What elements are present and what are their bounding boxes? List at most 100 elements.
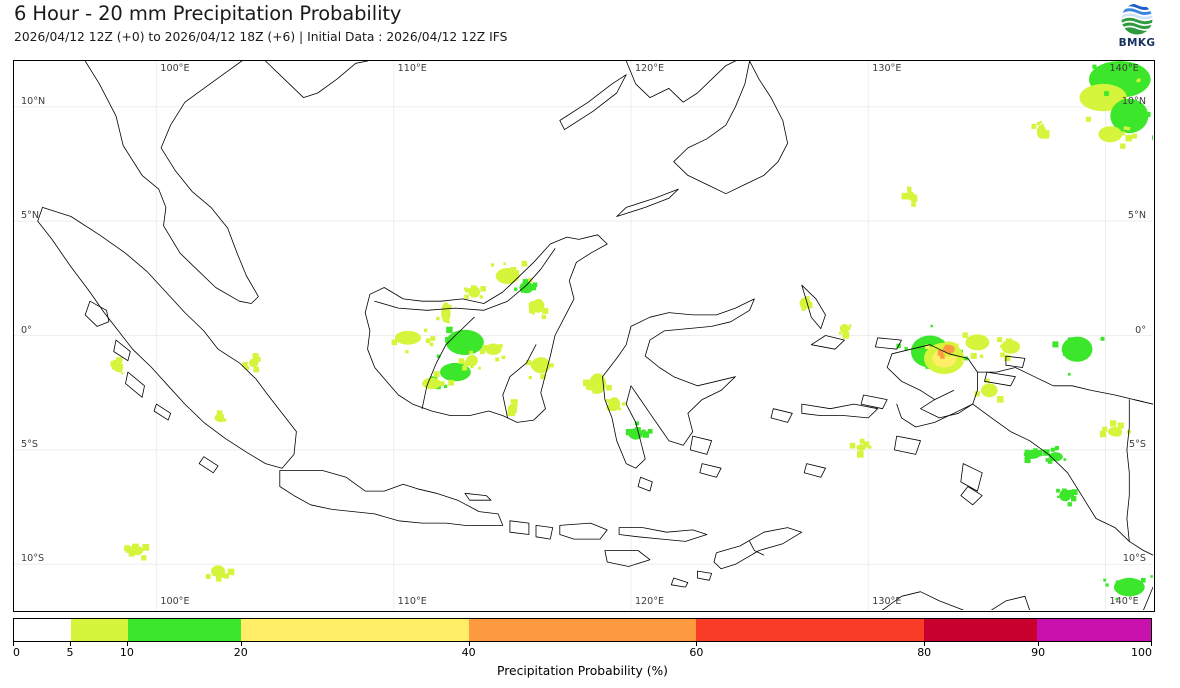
coastline: [896, 403, 974, 428]
coastline: [602, 298, 755, 469]
precip-patch: [1079, 78, 1141, 122]
colorbar-tick-label: 80: [917, 646, 932, 659]
colorbar-tick-label: 0: [13, 646, 20, 659]
coastline: [616, 188, 679, 217]
precip-patch: [463, 285, 486, 300]
coastline: [960, 463, 983, 492]
coastline: [991, 595, 1030, 610]
axis-label-lat-right: 5°N: [1127, 210, 1146, 222]
precip-patch: [838, 324, 852, 339]
map-canvas[interactable]: [14, 61, 1153, 610]
precip-patch: [110, 357, 124, 375]
precip-patch: [583, 373, 612, 394]
precip-patch: [205, 565, 235, 582]
colorbar-tick-label: 20: [233, 646, 248, 659]
coastline: [1126, 399, 1130, 542]
colorbar-tick-label: 5: [66, 646, 74, 659]
precip-patch: [436, 326, 484, 359]
precip-patch: [1000, 338, 1021, 362]
coastline: [972, 403, 1153, 556]
colorbar-segment[interactable]: [696, 619, 924, 641]
precip-patch: [974, 378, 1004, 403]
colorbar[interactable]: [13, 618, 1152, 642]
colorbar-tick: [69, 642, 71, 646]
coastline: [625, 61, 736, 103]
precip-patch: [507, 399, 518, 417]
coastline: [84, 61, 259, 304]
axis-label-lat-right: 5°S: [1129, 438, 1146, 450]
axis-label-lat-left: 5°S: [21, 438, 38, 450]
colorbar-segment[interactable]: [468, 619, 697, 641]
axis-label-lon-bottom: 100°E: [160, 596, 190, 607]
colorbar-segment[interactable]: [14, 619, 71, 641]
colorbar-tick: [240, 642, 242, 646]
precip-patch: [1031, 121, 1050, 139]
coastline: [803, 463, 826, 478]
precip-patch: [526, 357, 554, 380]
coastline: [891, 344, 1153, 405]
coastline: [875, 337, 902, 350]
coastline: [670, 577, 689, 588]
coastline: [810, 335, 845, 350]
axis-label-lon-top: 130°E: [872, 63, 902, 74]
precip-patch: [214, 410, 227, 422]
precip-patch: [391, 328, 436, 354]
colorbar-tick: [1038, 642, 1040, 646]
precip-patch: [1099, 420, 1132, 438]
colorbar-segment[interactable]: [1037, 619, 1151, 641]
colorbar-segment[interactable]: [127, 619, 242, 641]
colorbar-tick: [126, 642, 128, 646]
coastline: [894, 435, 921, 455]
coastline: [279, 470, 504, 526]
colorbar-segment[interactable]: [241, 619, 469, 641]
precip-patch: [528, 298, 549, 320]
axis-label-lon-bottom: 140°E: [1109, 596, 1139, 607]
axis-label-lon-top: 140°E: [1109, 63, 1139, 74]
axis-label-lat-left: 10°S: [21, 553, 45, 565]
colorbar-tick: [468, 642, 470, 646]
axis-label-lat-right: 0°: [1135, 324, 1146, 336]
header: 6 Hour - 20 mm Precipitation Probability…: [14, 2, 1074, 54]
coastline: [1005, 355, 1026, 368]
coastline: [960, 486, 983, 506]
axis-label-lon-top: 100°E: [160, 63, 190, 74]
precip-patch: [962, 332, 1003, 359]
precip-patch: [490, 260, 533, 289]
page-title: 6 Hour - 20 mm Precipitation Probability: [14, 2, 402, 25]
coastline-layer: [37, 61, 1153, 610]
coastline: [113, 339, 131, 362]
colorbar-tick: [1151, 642, 1152, 646]
colorbar-ticks: 0 5 10 20 40 60 80 90 100: [13, 642, 1152, 664]
bmkg-logo-text: BMKG: [1118, 37, 1156, 49]
axis-label-lat-right: 10°S: [1122, 553, 1146, 565]
precip-patch: [436, 302, 452, 324]
axis-label-lon-top: 110°E: [397, 63, 427, 74]
coastline: [559, 522, 608, 540]
axis-label-lon-top: 120°E: [634, 63, 665, 74]
bmkg-globe-icon: [1121, 3, 1153, 35]
axis-label-lon-bottom: 110°E: [397, 596, 427, 607]
colorbar-tick-label: 100: [1131, 646, 1152, 659]
precip-patch: [1056, 488, 1078, 507]
coastline: [421, 316, 475, 410]
precip-patch: [1104, 91, 1153, 140]
coastline: [374, 248, 556, 311]
coastline: [749, 541, 765, 556]
colorbar-segment[interactable]: [70, 619, 128, 641]
precip-patch: [1045, 446, 1067, 464]
map-panel[interactable]: 100°E 100°E 110°E 110°E 120°E 120°E 130°E 130°E…: [13, 60, 1155, 612]
colorbar-axis-label: Precipitation Probability (%): [497, 664, 668, 678]
forecast-valid-period-subtitle: 2026/04/12 12Z (+0) to 2026/04/12 18Z (+…: [14, 30, 508, 44]
precip-patch: [1103, 575, 1153, 600]
axis-label-lat-left: 0°: [21, 324, 32, 336]
axis-label-lat-left: 10°N: [21, 95, 46, 107]
precip-patch: [242, 353, 261, 373]
colorbar-tick: [13, 642, 14, 646]
bmkg-logo: BMKG: [1104, 3, 1170, 53]
colorbar-segment[interactable]: [923, 619, 1038, 641]
coastline: [1133, 399, 1153, 405]
precip-patch: [937, 341, 960, 359]
coastline: [618, 527, 708, 542]
coastline: [509, 520, 530, 535]
